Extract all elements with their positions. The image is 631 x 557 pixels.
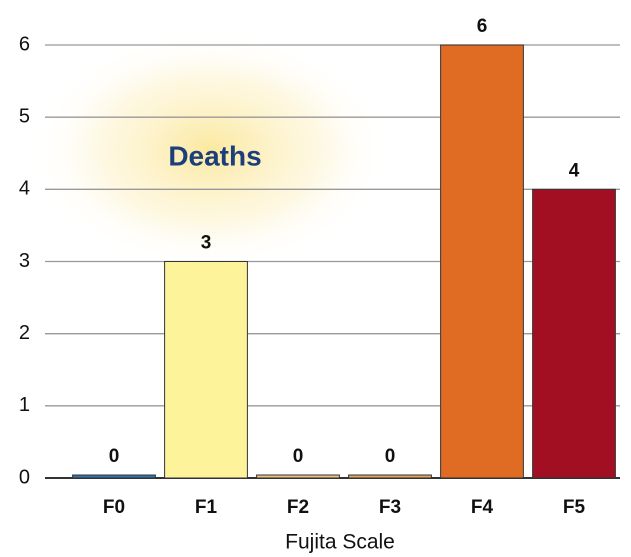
- value-label: 0: [293, 446, 304, 467]
- value-label: 0: [109, 446, 120, 467]
- annotation: Deaths: [168, 140, 261, 171]
- bar: [72, 474, 156, 479]
- x-tick-label: F0: [103, 497, 125, 518]
- bar: [164, 261, 248, 479]
- y-tick-label: 2: [19, 322, 30, 344]
- value-label: 3: [201, 233, 212, 254]
- x-tick-label: F2: [287, 497, 309, 518]
- value-label: 6: [477, 16, 488, 37]
- y-tick-label: 4: [19, 178, 30, 200]
- y-tick-label: 6: [19, 33, 30, 55]
- x-tick-label: F3: [379, 497, 401, 518]
- y-tick-label: 3: [19, 250, 30, 272]
- value-label: 0: [385, 446, 396, 467]
- bar: [440, 44, 524, 479]
- y-tick-label: 5: [19, 105, 30, 127]
- x-tick-label: F1: [195, 497, 218, 518]
- x-tick-label: F4: [471, 497, 494, 518]
- x-tick-label: F5: [563, 497, 586, 518]
- bar: [348, 474, 432, 479]
- x-axis-label: Fujita Scale: [285, 531, 395, 554]
- bar: [256, 474, 340, 479]
- y-tick-label: 1: [19, 394, 30, 416]
- bar: [532, 188, 616, 479]
- y-tick-label: 0: [19, 466, 30, 488]
- annotation-glow: [30, 30, 390, 270]
- value-label: 4: [569, 160, 580, 181]
- bars: F0 0 F1 3 F2 0 F3 0 F4 6 F5 4: [72, 16, 616, 518]
